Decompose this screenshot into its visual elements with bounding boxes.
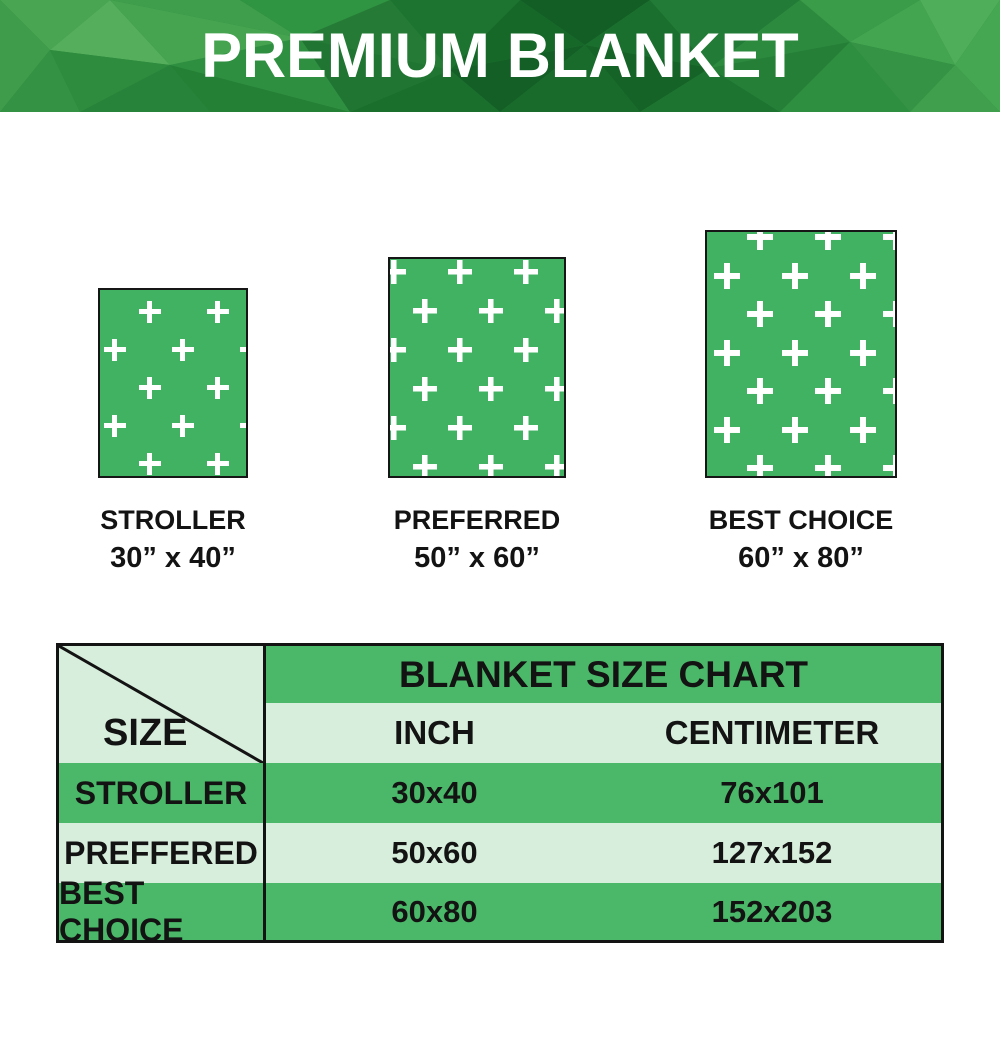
page-title: PREMIUM BLANKET: [201, 21, 799, 91]
plus-motif: [139, 301, 161, 323]
plus-motif: [782, 416, 808, 443]
size-chart-table: SIZE BLANKET SIZE CHART INCH CENTIMETER …: [56, 643, 944, 948]
plus-motif: [714, 262, 740, 289]
diagonal-line: [59, 646, 263, 763]
plus-motif: [139, 377, 161, 399]
plus-motif: [782, 339, 808, 366]
plus-motif: [545, 299, 564, 323]
plus-motif: [883, 378, 895, 404]
blanket-swatch-preferred: [388, 257, 566, 478]
plus-motif: [747, 455, 773, 476]
plus-motif: [207, 453, 229, 475]
plus-motif: [545, 377, 564, 401]
plus-motif: [172, 339, 194, 361]
plus-motif: [207, 377, 229, 399]
plus-motif: [883, 301, 895, 327]
plus-motif: [514, 338, 538, 362]
lowpoly-green-background: [0, 0, 1000, 112]
plus-motif: [747, 232, 773, 250]
plus-motif: [815, 455, 841, 476]
cell-stroller-cm: 76x101: [603, 763, 941, 823]
plus-motif: [883, 455, 895, 476]
blanket-dimensions: 30” x 40”: [110, 542, 236, 574]
plus-motif: [479, 299, 503, 323]
plus-motif: [413, 377, 437, 401]
plus-motif: [747, 301, 773, 327]
size-corner-cell: SIZE: [59, 646, 266, 763]
plus-motif: [390, 416, 406, 440]
blanket-dimensions: 50” x 60”: [414, 542, 540, 574]
plus-motif: [479, 455, 503, 476]
header-banner: PREMIUM BLANKET: [0, 0, 1000, 112]
column-header-centimeter: CENTIMETER: [603, 703, 941, 763]
plus-motif: [514, 260, 538, 284]
cell-stroller-inch: 30x40: [266, 763, 603, 823]
plus-motif: [413, 455, 437, 476]
blanket-swatch-stroller: [98, 288, 248, 478]
blanket-name: PREFERRED: [393, 505, 561, 535]
plus-pattern: [390, 259, 564, 476]
plus-motif: [104, 415, 126, 437]
plus-motif: [104, 339, 126, 361]
row-label-stroller: STROLLER: [59, 763, 266, 823]
plus-motif: [883, 232, 895, 250]
column-header-inch: INCH: [266, 703, 603, 763]
row-label-best-choice: BEST CHOICE: [59, 875, 266, 948]
plus-motif: [815, 378, 841, 404]
plus-motif: [850, 416, 876, 443]
plus-motif: [240, 415, 246, 437]
plus-motif: [413, 299, 437, 323]
plus-motif: [390, 338, 406, 362]
plus-motif: [714, 416, 740, 443]
blanket-swatch-best-choice: [705, 230, 897, 478]
plus-motif: [139, 453, 161, 475]
plus-motif: [172, 415, 194, 437]
blanket-caption-preferred: PREFERRED 50” x 60”: [337, 505, 617, 574]
corner-label: SIZE: [103, 712, 188, 754]
chart-title: BLANKET SIZE CHART: [266, 646, 941, 703]
plus-motif: [747, 378, 773, 404]
blanket-caption-stroller: STROLLER 30” x 40”: [33, 505, 313, 574]
plus-pattern: [707, 232, 895, 476]
plus-motif: [815, 301, 841, 327]
blanket-caption-best-choice: BEST CHOICE 60” x 80”: [661, 505, 941, 574]
plus-motif: [448, 260, 472, 284]
cell-preffered-cm: 127x152: [603, 823, 941, 883]
plus-motif: [240, 339, 246, 361]
plus-motif: [782, 262, 808, 289]
plus-motif: [390, 260, 406, 284]
cell-preffered-inch: 50x60: [266, 823, 603, 883]
row-label-preffered: PREFFERED: [59, 823, 266, 883]
plus-motif: [815, 232, 841, 250]
blanket-dimensions: 60” x 80”: [738, 542, 864, 574]
plus-motif: [207, 301, 229, 323]
blanket-name: STROLLER: [100, 505, 246, 535]
cell-best-choice-inch: 60x80: [266, 883, 603, 940]
plus-motif: [448, 338, 472, 362]
plus-motif: [514, 416, 538, 440]
cell-best-choice-cm: 152x203: [603, 883, 941, 940]
plus-pattern: [100, 290, 246, 476]
blanket-name: BEST CHOICE: [708, 505, 894, 535]
plus-motif: [714, 339, 740, 366]
plus-motif: [479, 377, 503, 401]
plus-motif: [850, 339, 876, 366]
plus-motif: [545, 455, 564, 476]
plus-motif: [850, 262, 876, 289]
plus-motif: [448, 416, 472, 440]
